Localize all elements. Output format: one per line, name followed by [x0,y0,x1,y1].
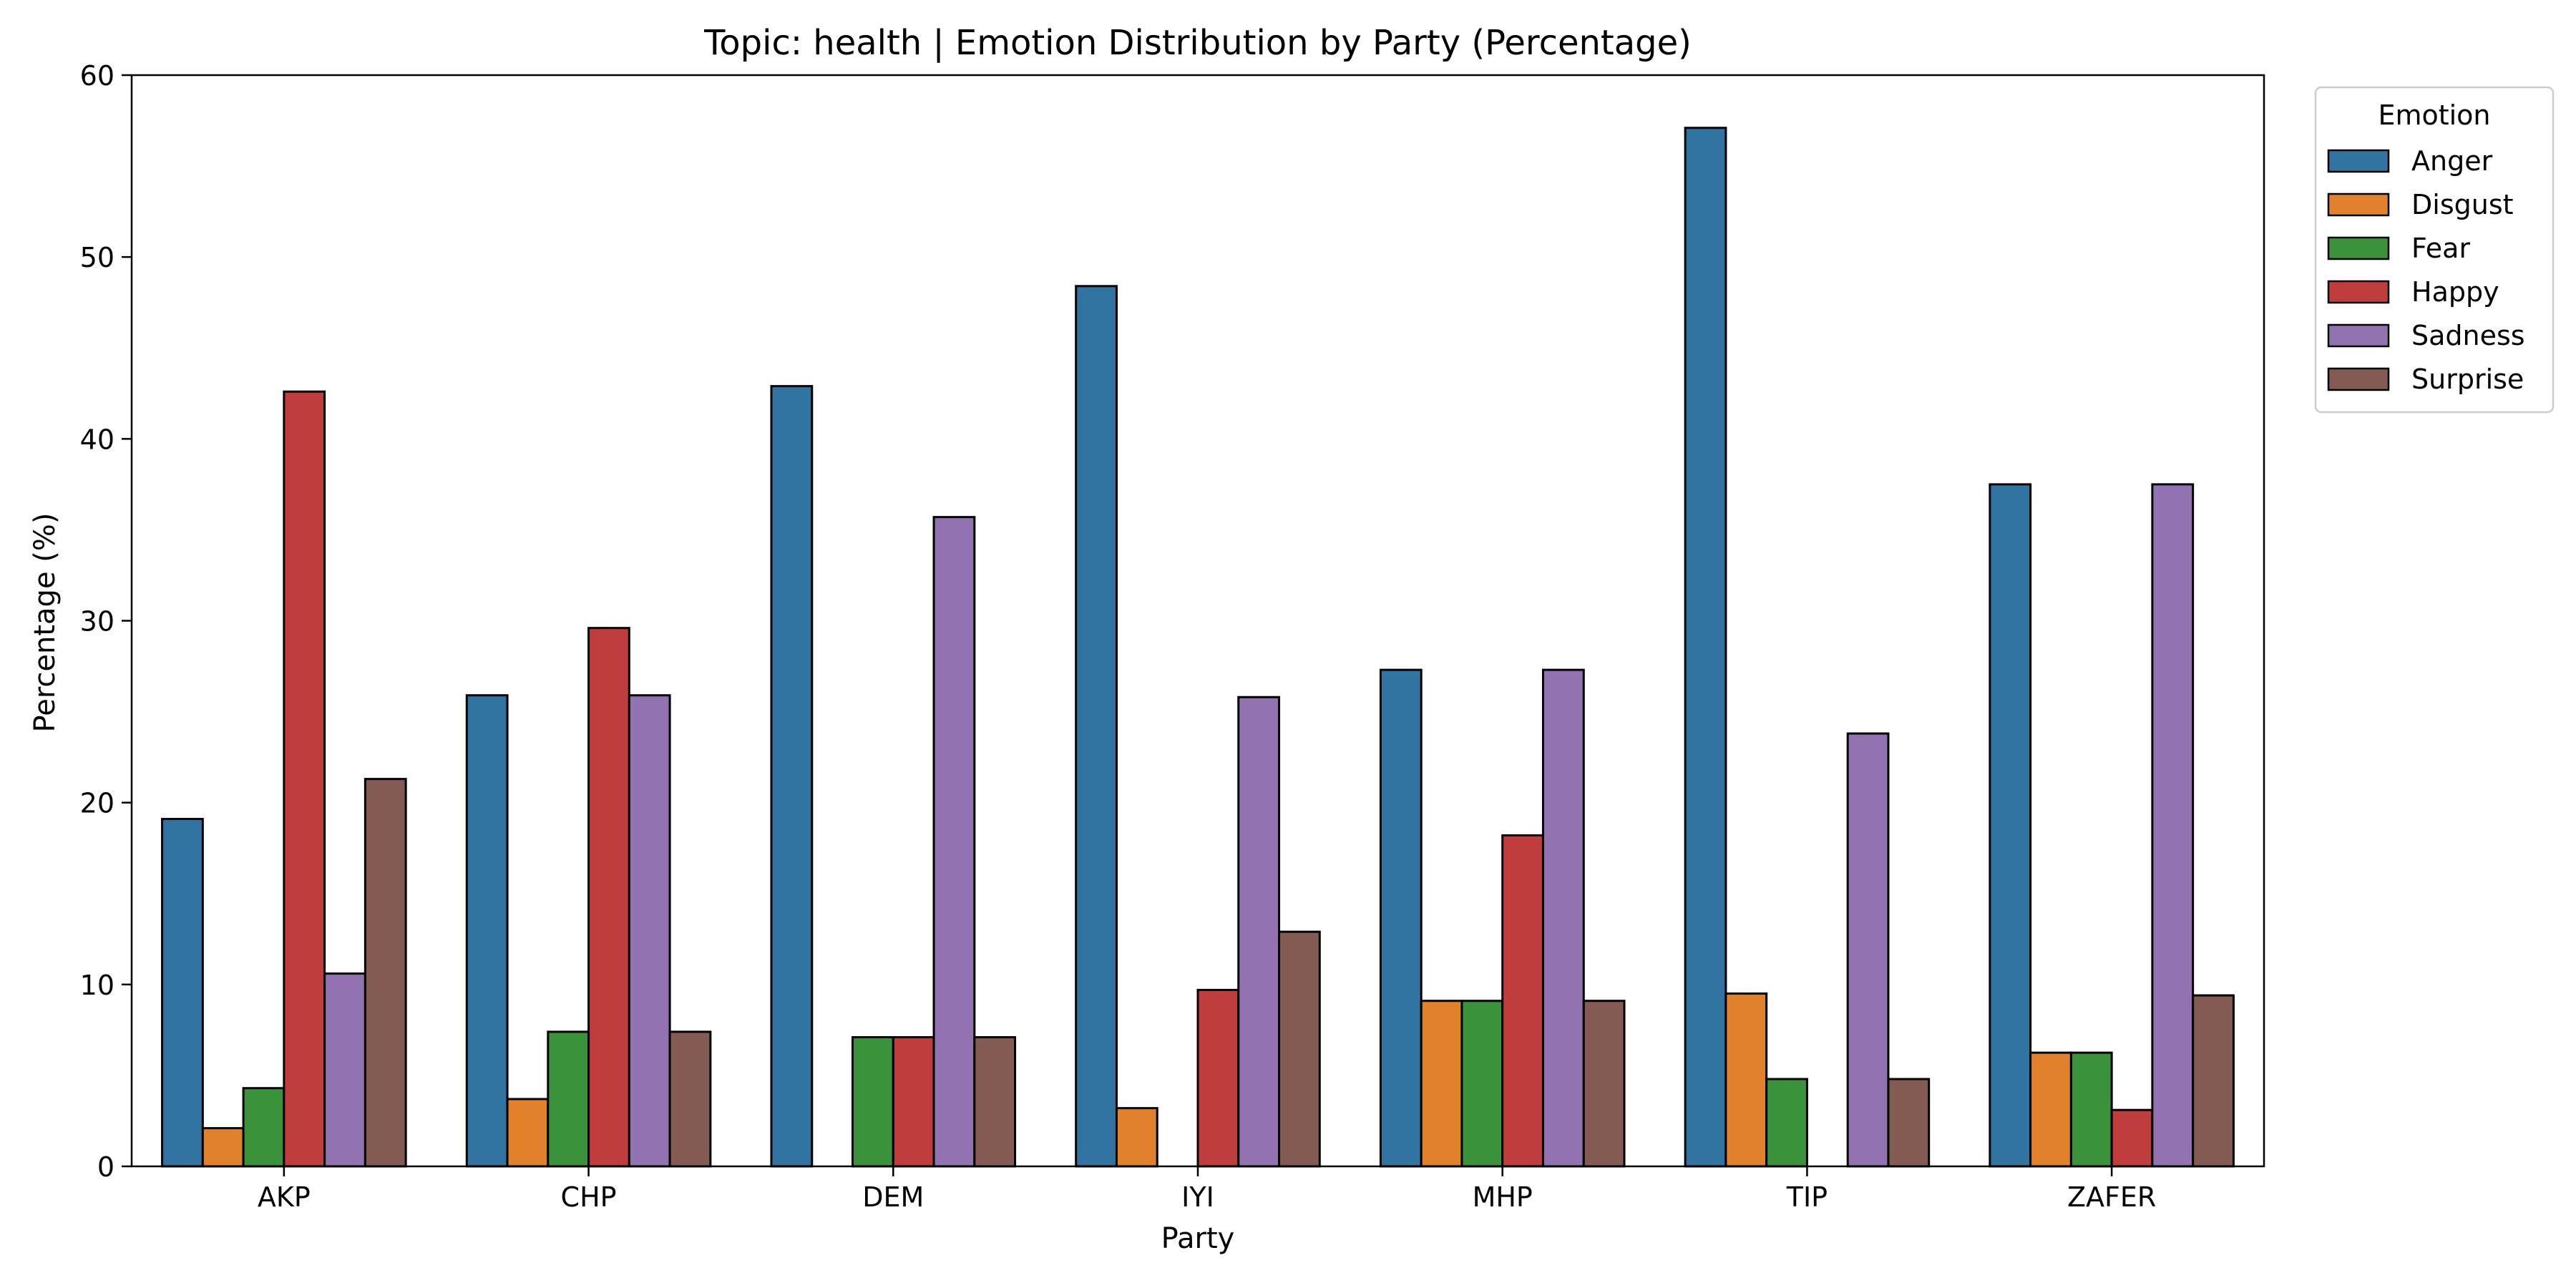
bar-surprise-iyi [1278,930,1321,1168]
bar-happy-mhp [1501,834,1544,1168]
legend-label-surprise: Surprise [2411,364,2524,395]
bar-sadness-akp [323,972,366,1168]
bar-sadness-mhp [1541,668,1585,1168]
x-tick-label: ZAFER [2067,1181,2156,1213]
bar-anger-mhp [1379,668,1423,1168]
bar-surprise-zafer [2192,994,2235,1168]
bar-disgust-tip [1724,992,1768,1168]
bar-anger-akp [161,818,204,1168]
x-tick-label: DEM [862,1181,924,1213]
y-tick-label: 20 [80,788,114,819]
legend-label-anger: Anger [2411,145,2493,177]
y-tick-label: 10 [80,970,114,1001]
bar-happy-akp [283,390,326,1168]
bar-fear-dem [852,1036,894,1168]
x-tick-label: TIP [1786,1181,1828,1213]
plot-area: 0 10 20 30 40 50 60 AKP CHP DEM IYI MHP TIP ZAFER [80,60,2265,1213]
y-tick-label: 0 [97,1151,114,1183]
bar-sadness-iyi [1237,696,1281,1168]
legend: Emotion Anger Disgust Fear Happy Sadness Surpr… [2314,86,2555,414]
bar-happy-chp [587,627,630,1168]
legend-swatch-anger [2327,149,2390,173]
x-tick-label: AKP [258,1181,311,1213]
bar-disgust-chp [506,1098,550,1168]
y-tick-label: 40 [80,424,114,455]
y-tick-label: 60 [80,60,114,92]
bar-anger-dem [770,385,814,1168]
bar-anger-iyi [1075,285,1118,1168]
bar-sadness-chp [628,694,671,1168]
legend-swatch-fear [2327,236,2390,260]
bar-surprise-mhp [1582,1000,1626,1168]
y-axis-label: Percentage (%) [29,513,62,733]
bar-anger-zafer [1989,483,2032,1168]
bar-surprise-tip [1887,1078,1931,1168]
bar-anger-tip [1684,127,1727,1168]
legend-swatch-happy [2327,280,2390,304]
bar-surprise-dem [973,1036,1017,1168]
bar-fear-chp [547,1030,590,1168]
legend-swatch-disgust [2327,192,2390,217]
bar-fear-zafer [2069,1051,2113,1168]
legend-label-happy: Happy [2411,276,2499,308]
bar-surprise-akp [364,778,407,1168]
legend-label-disgust: Disgust [2411,189,2514,220]
bar-fear-tip [1765,1078,1808,1168]
x-tick-label: CHP [561,1181,617,1213]
bar-disgust-zafer [2029,1051,2072,1168]
bar-fear-akp [242,1087,286,1168]
legend-label-sadness: Sadness [2411,320,2525,351]
legend-label-fear: Fear [2411,233,2470,264]
bar-happy-iyi [1196,988,1240,1168]
plot-frame [130,74,2265,1168]
bar-sadness-zafer [2151,483,2195,1168]
legend-title: Emotion [2378,99,2490,131]
bar-anger-chp [465,694,509,1168]
chart-title: Topic: health | Emotion Distribution by … [703,23,1692,63]
bar-sadness-dem [932,516,976,1168]
y-tick-label: 50 [80,242,114,273]
bar-disgust-iyi [1115,1107,1158,1168]
bar-fear-mhp [1460,1000,1504,1168]
x-tick-label: MHP [1473,1181,1533,1213]
y-tick-label: 30 [80,606,114,638]
bar-disgust-mhp [1420,1000,1463,1168]
legend-swatch-surprise [2327,367,2390,391]
bar-happy-zafer [2110,1108,2154,1168]
bar-sadness-tip [1846,732,1890,1168]
bar-surprise-chp [668,1030,712,1168]
x-axis-label: Party [1161,1222,1235,1255]
bar-disgust-akp [201,1127,245,1168]
legend-swatch-sadness [2327,323,2390,348]
bar-happy-dem [892,1036,935,1168]
x-tick-label: IYI [1181,1181,1214,1213]
